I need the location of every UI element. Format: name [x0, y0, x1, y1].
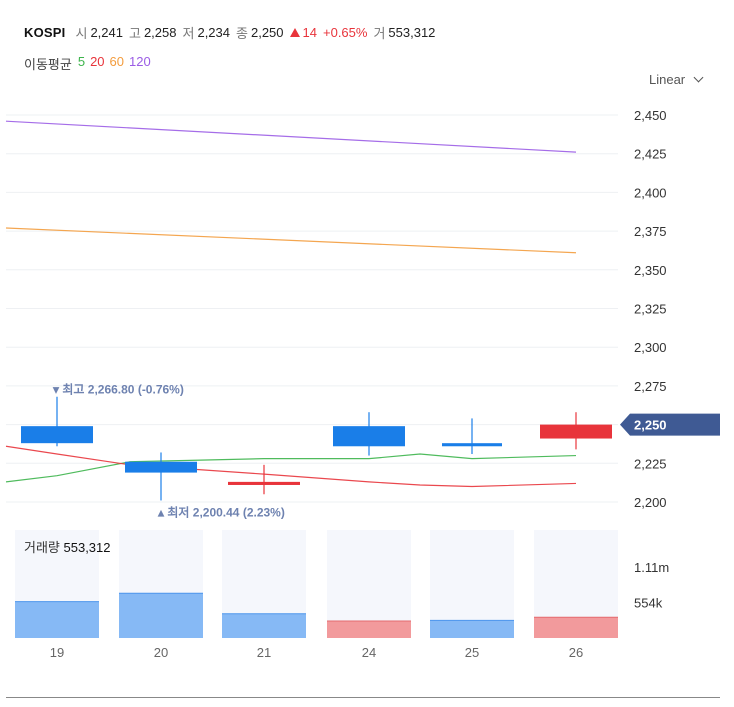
volume-tick-label: 554k — [634, 596, 663, 611]
open-value: 2,241 — [90, 24, 123, 40]
ma-legend-20[interactable]: 20 — [90, 54, 105, 69]
low-marker-label: ▴ 최저 2,200.44 (2.23%) — [157, 504, 285, 519]
current-price-label: 2,250 — [634, 418, 667, 433]
price-markers: ▾ 최고 2,266.80 (-0.76%) ▴ 최저 2,200.44 (2.2… — [52, 382, 720, 519]
candle-body — [442, 443, 502, 447]
volume-bar — [534, 617, 618, 638]
moving-average-line-5 — [5, 453, 577, 483]
y-tick-label: 2,375 — [634, 224, 667, 239]
open-label: 시 — [75, 25, 88, 41]
quote-header: KOSPI 시 2,241 고 2,258 저 2,234 종 2,250 14… — [24, 22, 441, 42]
up-triangle-icon — [289, 27, 300, 37]
x-tick-label: 20 — [154, 645, 168, 660]
close-value: 2,250 — [250, 24, 284, 40]
y-tick-label: 2,400 — [634, 185, 667, 200]
volume-bar — [119, 593, 203, 638]
ma-legend-5[interactable]: 5 — [77, 54, 86, 69]
y-tick-label: 2,325 — [634, 302, 667, 317]
x-tick-label: 24 — [362, 645, 376, 660]
scale-toggle[interactable]: Linear — [649, 72, 704, 87]
bottom-divider — [6, 697, 720, 698]
volume-bar — [327, 621, 411, 638]
y-tick-label: 2,225 — [634, 456, 667, 471]
candle-body — [21, 426, 93, 444]
candlesticks — [21, 396, 612, 501]
y-axis: 2,200 2,225 2,275 2,300 2,325 2,350 2,375 2,400… — [50, 108, 669, 660]
candle-body — [228, 481, 300, 485]
volume-column-bg — [327, 530, 411, 638]
moving-average-line-120 — [5, 120, 577, 153]
ticker-symbol: KOSPI — [24, 24, 66, 40]
x-tick-label: 19 — [50, 645, 64, 660]
volume-bar — [15, 601, 99, 638]
grid-lines — [6, 114, 618, 503]
moving-average-legend: 이동평균 5 20 60 120 — [24, 54, 151, 73]
close-label: 종 — [236, 25, 248, 41]
ma-legend-60[interactable]: 60 — [109, 54, 125, 69]
volume-panel: 거래량 553,312 — [15, 530, 618, 638]
volume-bar — [222, 613, 306, 638]
y-tick-label: 2,275 — [634, 379, 667, 394]
moving-average-line-20 — [5, 445, 577, 488]
volume-tick-label: 1.11m — [634, 560, 669, 575]
volume-value: 553,312 — [388, 24, 436, 40]
x-tick-label: 25 — [465, 645, 479, 660]
x-tick-label: 21 — [257, 645, 271, 660]
high-label: 고 — [128, 25, 141, 41]
volume-label: 거 — [373, 25, 386, 41]
low-label: 저 — [182, 25, 195, 41]
candle-body — [125, 461, 197, 473]
low-value: 2,234 — [197, 24, 231, 40]
high-marker-label: ▾ 최고 2,266.80 (-0.76%) — [52, 382, 184, 397]
volume-panel-title: 거래량 553,312 — [24, 540, 111, 555]
volume-bar — [430, 620, 514, 638]
moving-average-lines — [5, 120, 577, 488]
change-value: 14 — [302, 24, 317, 40]
y-tick-label: 2,425 — [634, 147, 667, 162]
ma-legend-120[interactable]: 120 — [129, 54, 151, 69]
scale-label: Linear — [649, 72, 686, 87]
high-value: 2,258 — [143, 24, 177, 40]
moving-average-label: 이동평균 — [24, 57, 72, 72]
y-tick-label: 2,350 — [634, 263, 667, 278]
change-percent: +0.65% — [323, 24, 368, 40]
candle-body — [333, 426, 405, 447]
y-tick-label: 2,200 — [634, 495, 667, 510]
candle-body — [540, 424, 612, 439]
y-tick-label: 2,300 — [634, 340, 667, 355]
current-price-tag — [620, 413, 720, 436]
moving-average-line-60 — [5, 227, 577, 254]
y-tick-label: 2,450 — [634, 108, 667, 123]
x-tick-label: 26 — [569, 645, 583, 660]
